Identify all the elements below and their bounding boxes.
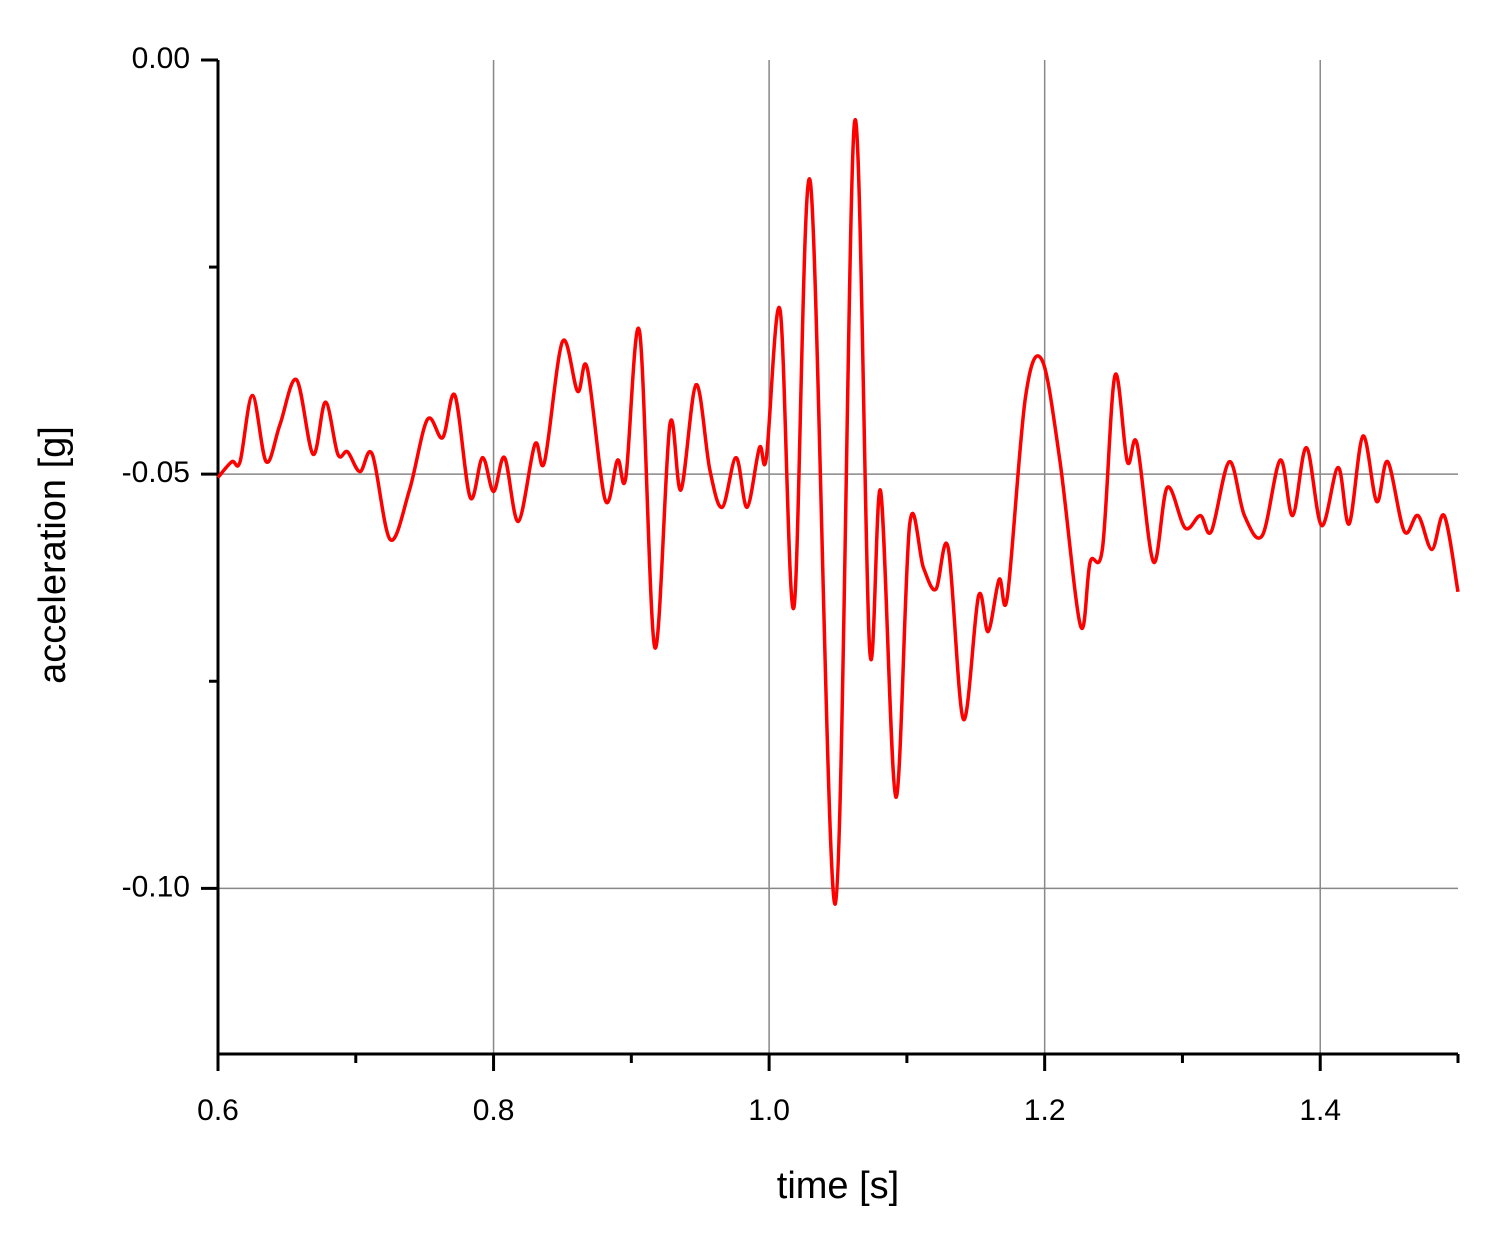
x-tick-label: 0.6 (197, 1094, 239, 1127)
x-axis-title: time [s] (777, 1165, 899, 1207)
y-axis-title: acceleration [g] (32, 426, 74, 684)
y-tick-label: -0.10 (122, 870, 190, 903)
x-tick-label: 0.8 (473, 1094, 515, 1127)
x-tick-label: 1.0 (748, 1094, 790, 1127)
x-tick-label: 1.4 (1299, 1094, 1341, 1127)
data-line (216, 117, 1460, 906)
y-tick-label: 0.00 (132, 42, 190, 75)
x-tick-label: 1.2 (1024, 1094, 1066, 1127)
y-tick-label: -0.05 (122, 456, 190, 489)
